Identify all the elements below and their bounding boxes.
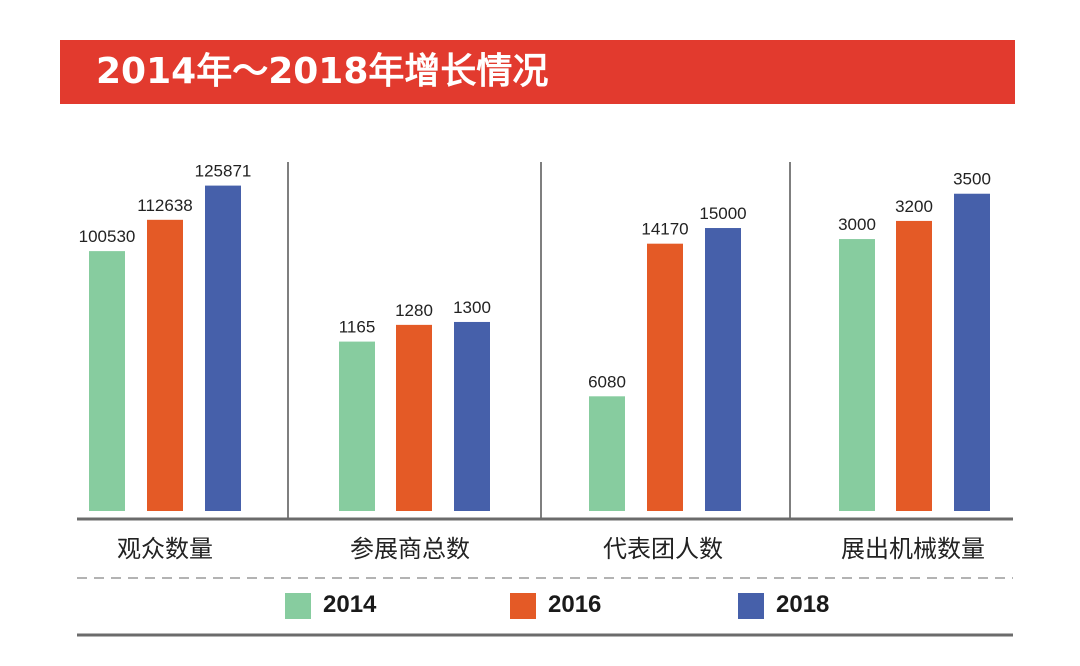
- bar-2014-cat-0: [89, 251, 125, 511]
- bar-2018-cat-0: [205, 185, 241, 511]
- bar-2018-cat-1: [454, 321, 490, 511]
- bars-group: [89, 185, 990, 512]
- value-label-2016-cat-0: 112638: [137, 196, 192, 215]
- value-label-2018-cat-0: 125871: [195, 162, 252, 181]
- legend-label-2018: 2018: [776, 591, 830, 618]
- axis-rules: [77, 517, 1013, 637]
- bar-2016-cat-1: [396, 324, 432, 511]
- bar-2018-cat-2: [705, 228, 741, 511]
- category-label-1: 参展商总数: [350, 535, 470, 563]
- bar-2016-cat-3: [896, 220, 932, 512]
- bar-2014-cat-2: [589, 396, 625, 511]
- legend: 2014 2016 2018: [0, 585, 1080, 625]
- title-banner: 2014年～2018年增长情况: [60, 40, 1015, 104]
- category-label-3: 展出机械数量: [841, 535, 985, 563]
- value-label-2014-cat-3: 3000: [838, 215, 876, 234]
- value-label-2014-cat-0: 100530: [79, 227, 136, 246]
- value-label-2016-cat-1: 1280: [395, 301, 433, 320]
- value-label-2014-cat-1: 1165: [339, 318, 376, 337]
- legend-label-2014: 2014: [323, 591, 377, 618]
- legend-label-2016: 2016: [548, 591, 602, 618]
- value-label-2018-cat-2: 15000: [699, 204, 746, 223]
- category-label-2: 代表团人数: [603, 535, 723, 563]
- value-label-2018-cat-1: 1300: [453, 298, 491, 317]
- bar-2016-cat-0: [147, 219, 183, 511]
- category-labels-group: 观众数量 参展商总数 代表团人数 展出机械数量: [117, 535, 985, 563]
- legend-swatch-2014: [285, 593, 311, 619]
- bar-2018-cat-3: [954, 193, 990, 511]
- value-label-2016-cat-2: 14170: [641, 220, 688, 239]
- value-label-2018-cat-3: 3500: [953, 170, 991, 189]
- category-separators: [287, 162, 791, 518]
- value-label-2014-cat-2: 6080: [588, 372, 626, 391]
- bar-2014-cat-1: [339, 341, 375, 511]
- legend-swatch-2018: [738, 593, 764, 619]
- bar-2016-cat-2: [647, 243, 683, 511]
- page-title: 2014年～2018年增长情况: [96, 51, 549, 92]
- category-label-0: 观众数量: [117, 535, 213, 563]
- bar-2014-cat-3: [839, 239, 875, 511]
- legend-swatch-2016: [510, 593, 536, 619]
- value-label-2016-cat-3: 3200: [895, 197, 933, 216]
